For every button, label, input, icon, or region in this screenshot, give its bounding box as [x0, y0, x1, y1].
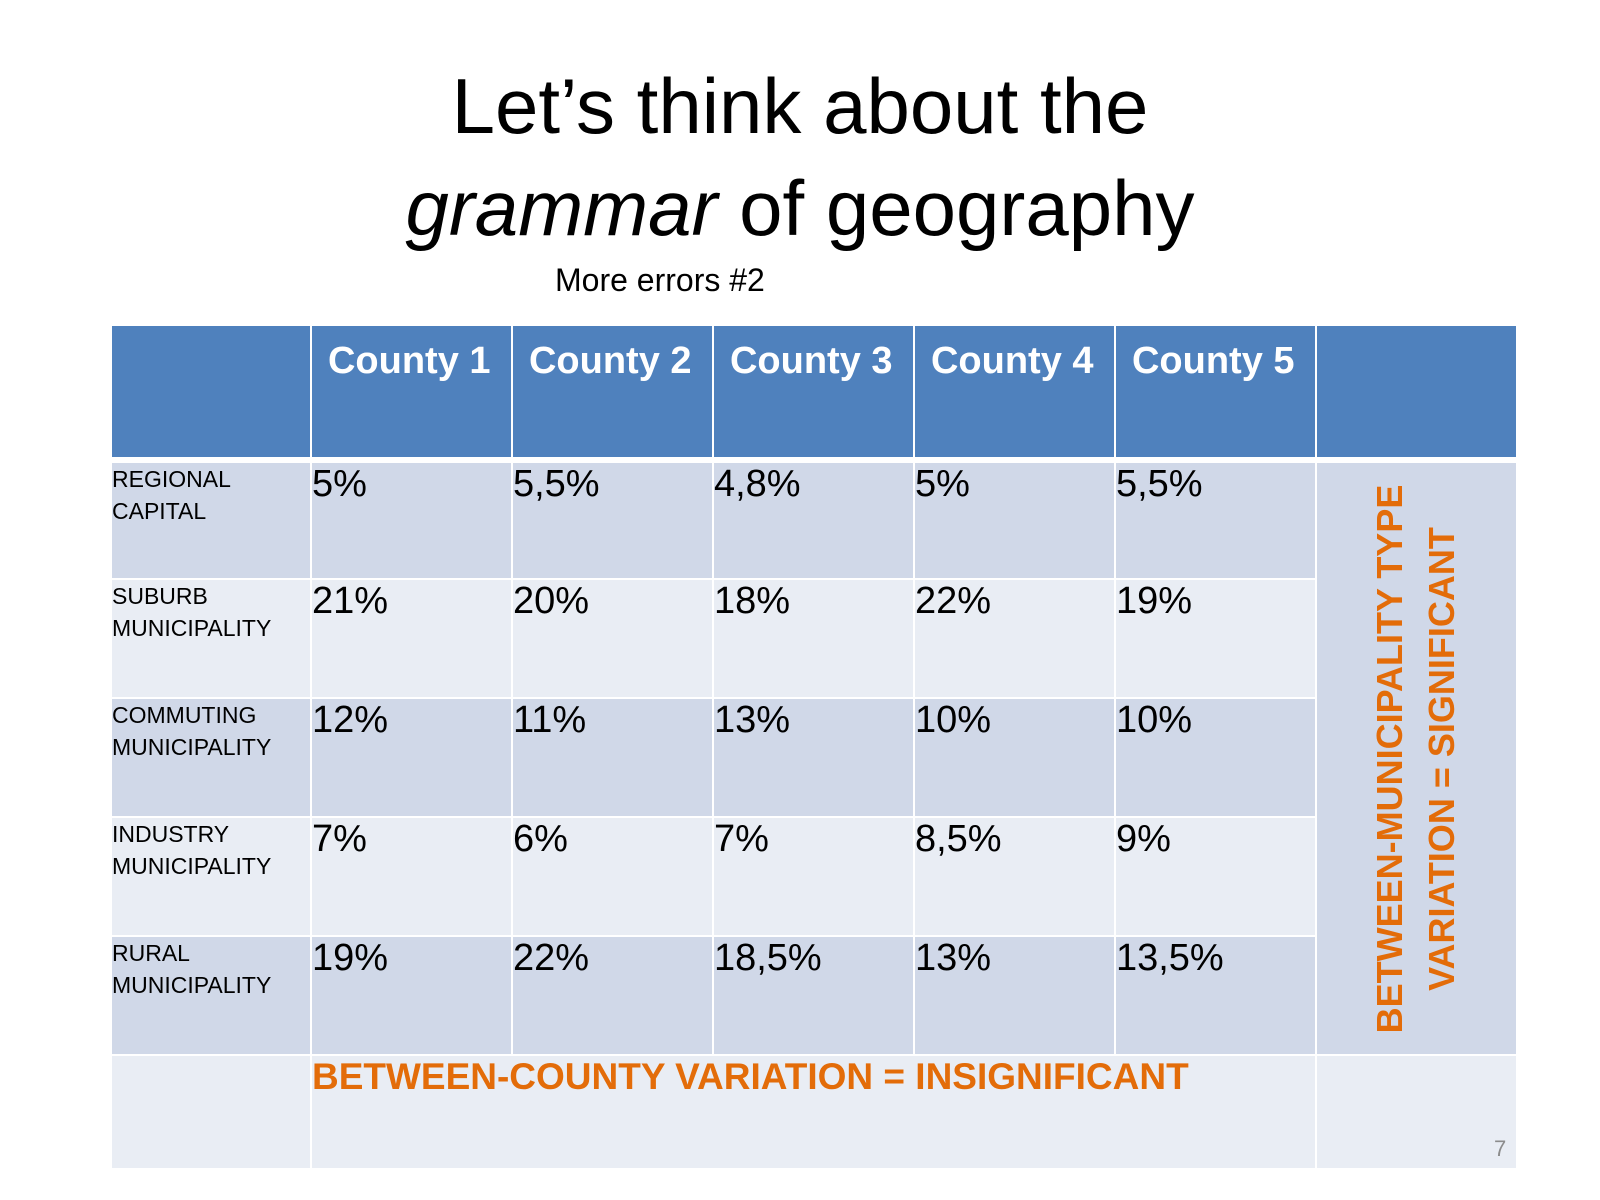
- table-cell: 5%: [309, 459, 513, 580]
- title-line-2: grammar of geography: [0, 157, 1600, 259]
- table-cell: 19%: [309, 935, 513, 1056]
- column-header: County 1: [309, 324, 513, 461]
- table-row: RURAL MUNICIPALITY 19% 22% 18,5% 13% 13,…: [110, 935, 1517, 1056]
- row-label: REGIONAL CAPITAL: [110, 459, 312, 580]
- table-cell: 11%: [510, 697, 714, 818]
- table-header-row: County 1 County 2 County 3 County 4 Coun…: [110, 324, 1519, 461]
- table-cell: 22%: [912, 578, 1116, 699]
- table-cell: 18%: [711, 578, 915, 699]
- row-label: SUBURB MUNICIPALITY: [110, 578, 312, 699]
- side-header-cell: [1314, 324, 1519, 461]
- table-cell: 18,5%: [711, 935, 915, 1056]
- table-cell: 19%: [1113, 578, 1317, 699]
- row-label: COMMUTING MUNICIPALITY: [110, 697, 312, 818]
- table-cell: 7%: [309, 816, 513, 937]
- table-cell: 20%: [510, 578, 714, 699]
- table-cell: 9%: [1113, 816, 1317, 937]
- table-row: REGIONAL CAPITAL 5% 5,5% 4,8% 5% 5,5% BE…: [110, 459, 1519, 1056]
- column-header: County 4: [912, 324, 1116, 461]
- table-cell: 13,5%: [1113, 935, 1317, 1056]
- slide-subtitle: More errors #2: [555, 262, 765, 298]
- table-cell: 5,5%: [1113, 459, 1317, 580]
- table-cell: 10%: [912, 697, 1116, 818]
- table-cell: 21%: [309, 578, 513, 699]
- table-row: COMMUTING MUNICIPALITY 12% 11% 13% 10% 1…: [110, 697, 1517, 818]
- bottom-annotation: BETWEEN-COUNTY VARIATION = INSIGNIFICANT: [309, 1054, 1317, 1170]
- footer-empty-cell: [110, 1054, 312, 1170]
- title-italic-word: grammar: [405, 164, 718, 252]
- side-annotation: BETWEEN-MUNICIPALITY TYPE VARIATION = SI…: [1369, 484, 1463, 1033]
- table-cell: 22%: [510, 935, 714, 1056]
- table-cell: 13%: [912, 935, 1116, 1056]
- title-line-1: Let’s think about the: [451, 62, 1149, 150]
- table-footer-row: BETWEEN-COUNTY VARIATION = INSIGNIFICANT: [110, 1054, 1519, 1170]
- table-row: INDUSTRY MUNICIPALITY 7% 6% 7% 8,5% 9%: [110, 816, 1517, 937]
- footer-empty-cell: [1314, 1054, 1519, 1170]
- row-label: RURAL MUNICIPALITY: [110, 935, 312, 1056]
- table-cell: 7%: [711, 816, 915, 937]
- slide-title: Let’s think about the grammar of geograp…: [0, 55, 1600, 259]
- row-label: INDUSTRY MUNICIPALITY: [110, 816, 312, 937]
- column-header: County 3: [711, 324, 915, 461]
- title-rest: of geography: [717, 164, 1195, 252]
- side-annotation-cell: BETWEEN-MUNICIPALITY TYPE VARIATION = SI…: [1314, 459, 1519, 1056]
- table-row: SUBURB MUNICIPALITY 21% 20% 18% 22% 19%: [110, 578, 1517, 699]
- page-number: 7: [1494, 1136, 1507, 1161]
- table-cell: 10%: [1113, 697, 1317, 818]
- table-cell: 4,8%: [711, 459, 915, 580]
- table-cell: 5%: [912, 459, 1116, 580]
- table-cell: 13%: [711, 697, 915, 818]
- table-cell: 8,5%: [912, 816, 1116, 937]
- table-cell: 6%: [510, 816, 714, 937]
- column-header: County 2: [510, 324, 714, 461]
- table-cell: 12%: [309, 697, 513, 818]
- variation-table: County 1 County 2 County 3 County 4 Coun…: [110, 324, 1519, 1170]
- column-header: County 5: [1113, 324, 1317, 461]
- corner-cell: [110, 324, 312, 461]
- table-cell: 5,5%: [510, 459, 714, 580]
